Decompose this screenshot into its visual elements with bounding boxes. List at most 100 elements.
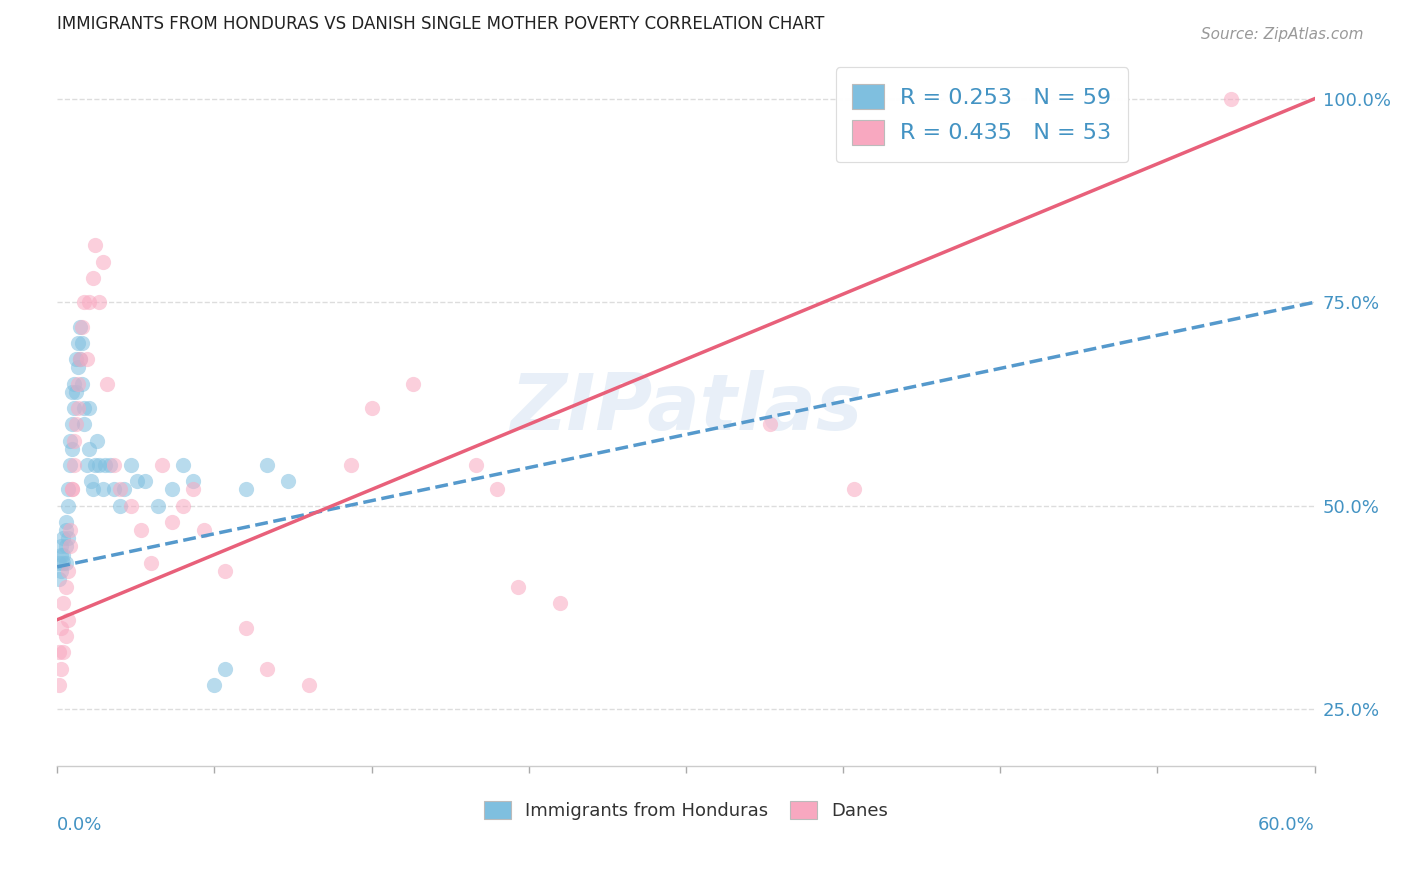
Point [842,483,865,497]
Point [183,475,205,489]
Point [69,352,91,367]
Point [339,458,361,472]
Point [65,352,87,367]
Point [108,483,131,497]
Point [55,580,77,594]
Point [51,540,73,554]
Point [172,499,194,513]
Point [141,556,163,570]
Point [63,434,86,448]
Point [256,662,278,676]
Point [77,295,100,310]
Point [56,483,79,497]
Point [508,580,530,594]
Point [69,319,91,334]
Point [76,352,98,367]
Point [67,376,90,391]
Point [548,597,571,611]
Text: Source: ZipAtlas.com: Source: ZipAtlas.com [1201,27,1364,42]
Point [98,458,121,472]
Point [465,458,488,472]
Text: IMMIGRANTS FROM HONDURAS VS DANISH SINGLE MOTHER POVERTY CORRELATION CHART: IMMIGRANTS FROM HONDURAS VS DANISH SINGL… [58,15,824,33]
Point [77,442,100,456]
Point [52,597,75,611]
Point [60,417,83,432]
Point [51,662,73,676]
Point [59,523,82,537]
Point [55,629,77,643]
Point [55,515,77,529]
Point [77,401,100,415]
Point [235,483,257,497]
Point [277,475,299,489]
Point [60,384,83,399]
Point [214,662,236,676]
Point [67,360,90,375]
Point [60,483,83,497]
Point [758,417,780,432]
Point [134,475,156,489]
Point [94,458,117,472]
Point [59,540,82,554]
Text: 0.0%: 0.0% [58,816,103,835]
Point [51,564,73,578]
Point [91,483,114,497]
Point [120,499,142,513]
Point [59,458,82,472]
Point [108,499,131,513]
Point [112,483,135,497]
Point [162,515,184,529]
Point [60,442,83,456]
Point [56,532,79,546]
Point [69,352,91,367]
Text: 60.0%: 60.0% [1258,816,1315,835]
Point [73,295,96,310]
Point [125,475,148,489]
Point [91,254,114,268]
Point [48,645,70,659]
Point [402,376,425,391]
Point [55,523,77,537]
Point [214,564,236,578]
Point [55,540,77,554]
Point [318,824,340,838]
Point [65,417,87,432]
Point [235,621,257,635]
Point [63,401,86,415]
Point [65,384,87,399]
Point [129,523,152,537]
Point [172,458,194,472]
Point [55,556,77,570]
Point [72,335,94,350]
Point [256,458,278,472]
Point [83,458,105,472]
Point [103,458,125,472]
Point [103,483,125,497]
Point [56,499,79,513]
Text: ZIPatlas: ZIPatlas [510,370,862,446]
Point [486,483,509,497]
Point [67,335,90,350]
Point [52,532,75,546]
Point [150,458,173,472]
Point [51,548,73,562]
Point [63,376,86,391]
Point [72,376,94,391]
Point [48,678,70,692]
Point [56,613,79,627]
Point [87,458,110,472]
Point [72,319,94,334]
Point [56,564,79,578]
Point [86,434,108,448]
Point [298,678,321,692]
Point [51,621,73,635]
Point [80,475,103,489]
Point [202,678,225,692]
Point [82,483,104,497]
Point [83,238,105,252]
Point [162,483,184,497]
Point [67,401,90,415]
Point [73,417,96,432]
Point [87,295,110,310]
Point [82,270,104,285]
